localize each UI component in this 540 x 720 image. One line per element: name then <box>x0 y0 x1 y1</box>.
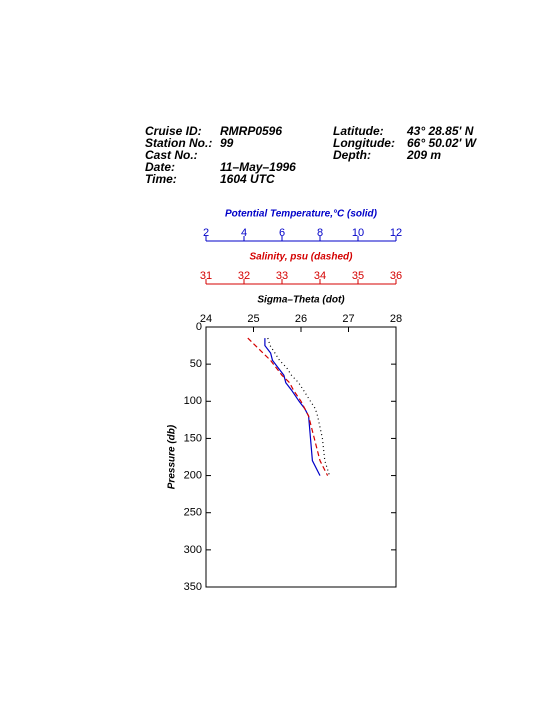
y-axis-label: Pressure (db) <box>167 424 178 489</box>
x-tick-label: 27 <box>342 313 354 325</box>
x-tick-label: 34 <box>314 270 326 282</box>
header-label: Latitude: <box>333 124 384 138</box>
x-tick-label: 2 <box>203 227 209 239</box>
profile-line <box>247 337 329 476</box>
x-tick-label: 6 <box>279 227 285 239</box>
axis-title: Potential Temperature,°C (solid) <box>225 209 378 220</box>
header-label: Cast No.: <box>145 148 198 162</box>
profile-line <box>264 338 321 476</box>
x-tick-label: 10 <box>352 227 364 239</box>
header-label: Station No.: <box>145 136 212 150</box>
header-value: 66° 50.02' W <box>407 136 478 150</box>
x-tick-label: 31 <box>200 270 212 282</box>
x-tick-label: 32 <box>238 270 250 282</box>
x-tick-label: 8 <box>317 227 323 239</box>
x-tick-label: 4 <box>241 227 247 239</box>
header-label: Longitude: <box>333 136 395 150</box>
plot-frame <box>205 326 397 588</box>
axis-title: Sigma–Theta (dot) <box>257 295 345 306</box>
y-tick-label: 150 <box>184 432 202 444</box>
header-value: 11–May–1996 <box>220 160 296 174</box>
x-tick-label: 35 <box>352 270 364 282</box>
x-tick-label: 26 <box>295 313 307 325</box>
x-tick-label: 25 <box>247 313 259 325</box>
profile-line <box>267 337 331 476</box>
axis-title: Salinity, psu (dashed) <box>250 252 354 263</box>
header-label: Date: <box>145 160 175 174</box>
header-label: Depth: <box>333 148 371 162</box>
y-tick-label: 250 <box>184 507 202 519</box>
x-tick-label: 36 <box>390 270 402 282</box>
y-tick-label: 300 <box>184 544 202 556</box>
header-value: 43° 28.85' N <box>406 124 474 138</box>
header-value: 209 m <box>406 148 441 162</box>
y-tick-label: 50 <box>190 358 202 370</box>
header-value: RMRP0596 <box>220 124 282 138</box>
y-tick-label: 0 <box>196 321 202 333</box>
y-tick-label: 350 <box>184 581 202 593</box>
y-tick-label: 100 <box>184 395 202 407</box>
header-label: Cruise ID: <box>145 124 202 138</box>
y-tick-label: 200 <box>184 469 202 481</box>
header-value: 1604 UTC <box>220 172 275 186</box>
x-tick-label: 28 <box>390 313 402 325</box>
header-value: 99 <box>220 136 234 150</box>
x-tick-label: 33 <box>276 270 288 282</box>
x-tick-label: 12 <box>390 227 402 239</box>
header-label: Time: <box>145 172 177 186</box>
x-tick-label: 24 <box>200 313 212 325</box>
